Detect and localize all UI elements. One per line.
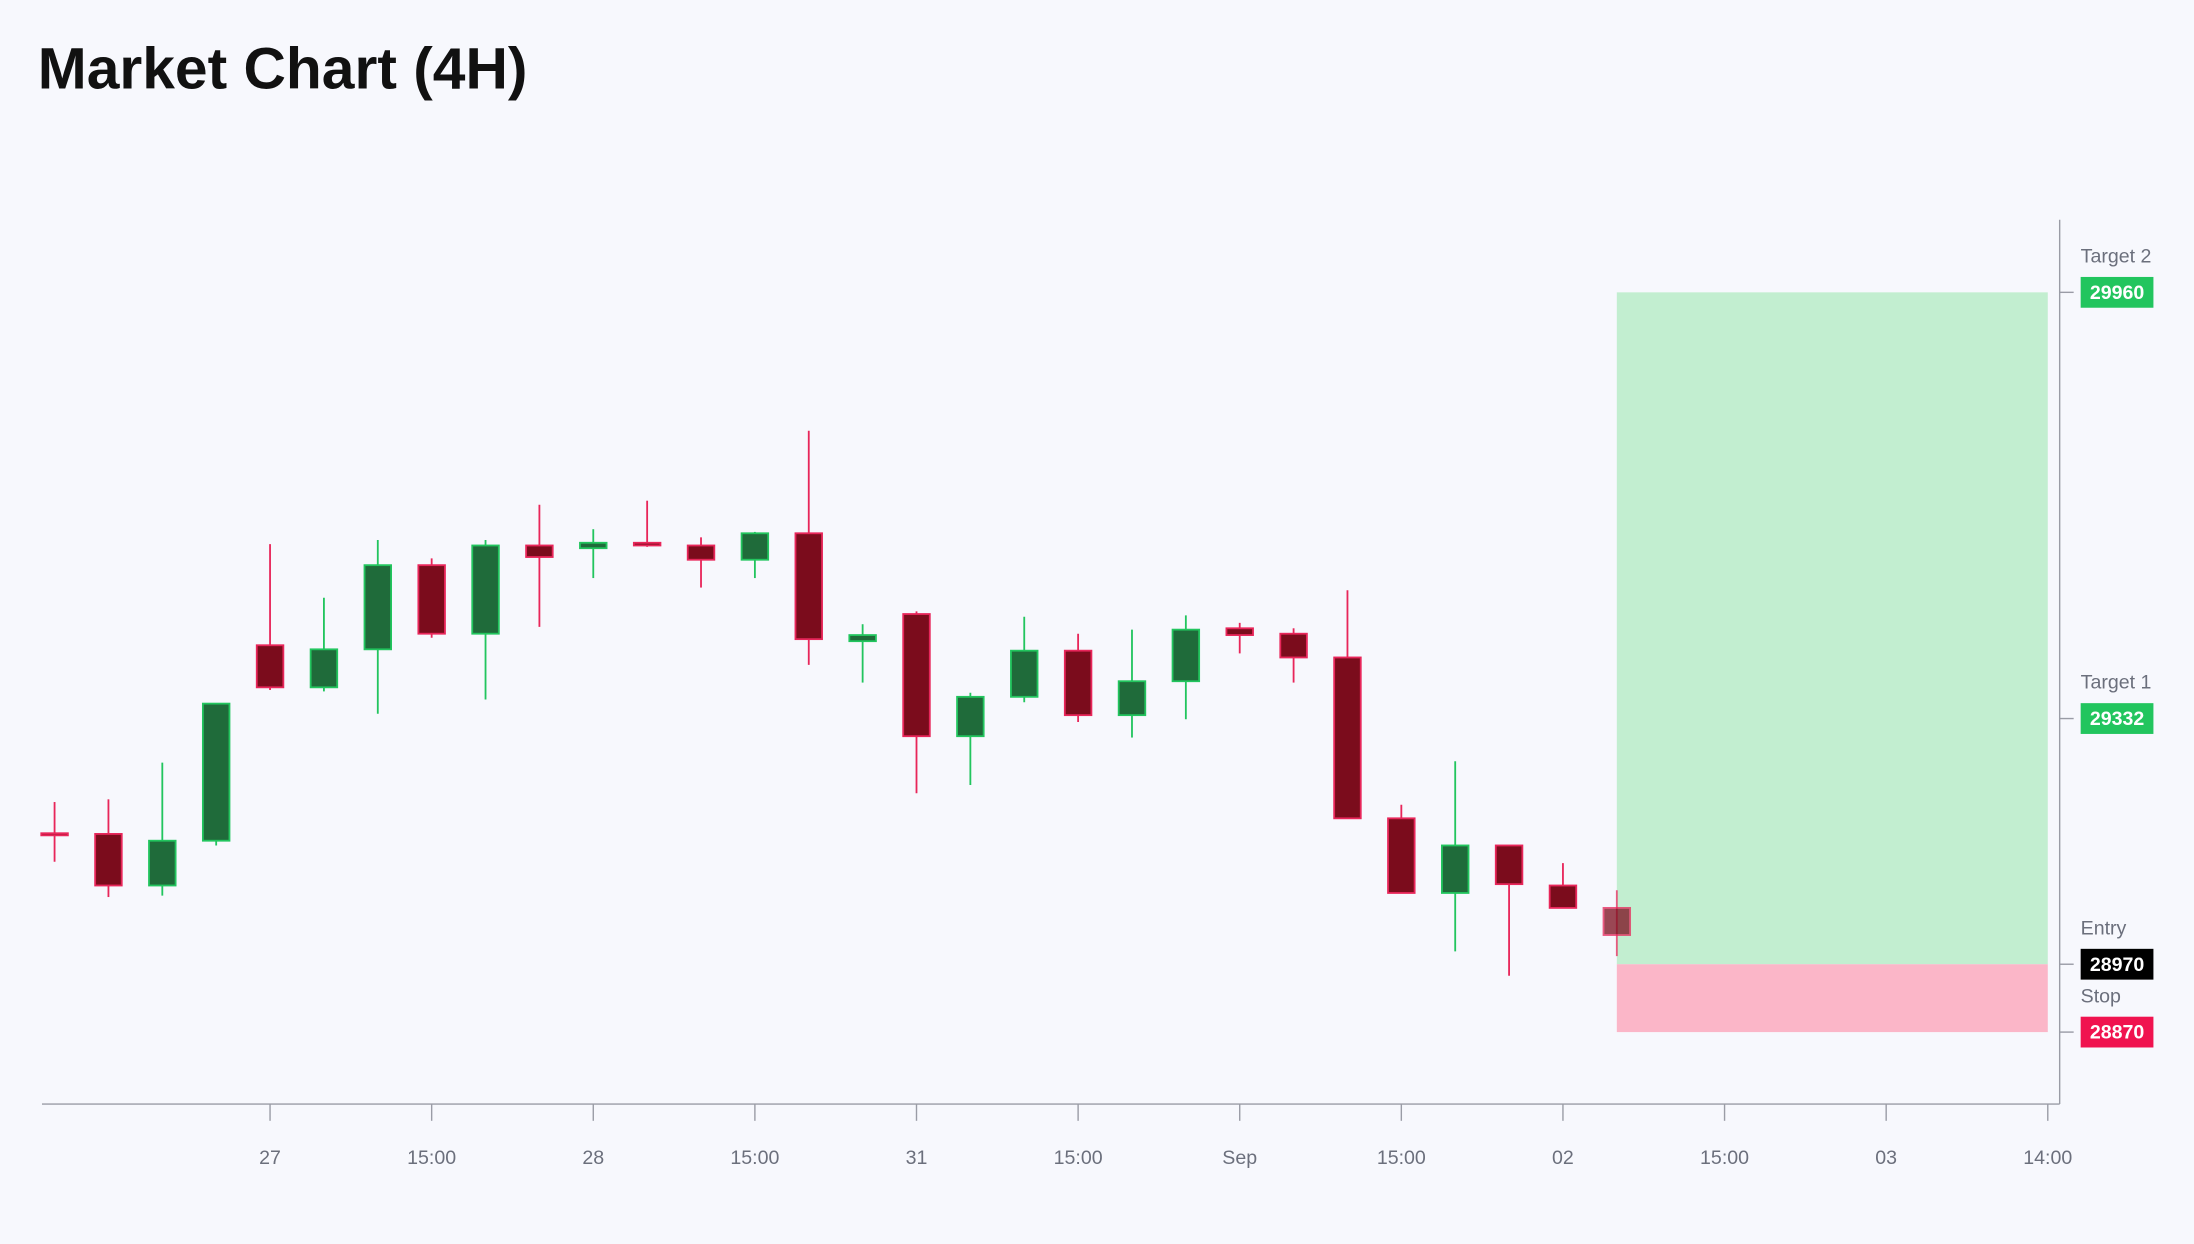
candle-body — [201, 702, 231, 842]
x-tick-label: 15:00 — [1377, 1147, 1426, 1169]
candle-body — [94, 833, 123, 887]
x-tick-label: 15:00 — [730, 1147, 779, 1169]
level-label: Stop — [2081, 985, 2121, 1007]
level-value: 28970 — [2090, 954, 2145, 976]
x-tick-label: 27 — [259, 1147, 281, 1169]
level-value: 29332 — [2090, 708, 2145, 730]
x-tick-label: 15:00 — [407, 1147, 456, 1169]
candle-body — [1333, 656, 1362, 820]
x-tick-label: 15:00 — [1054, 1147, 1103, 1169]
candle-body — [794, 532, 823, 641]
candle-body — [255, 644, 285, 689]
x-tick-label: 03 — [1875, 1147, 1897, 1169]
level-label: Target 2 — [2081, 246, 2152, 268]
candle-body — [848, 634, 877, 643]
level-label: Entry — [2081, 917, 2127, 939]
candle-body — [956, 695, 985, 738]
chart-title: Market Chart (4H) — [38, 36, 528, 101]
candle-body — [1117, 680, 1147, 717]
level-value: 29960 — [2090, 282, 2145, 304]
candle-body — [579, 541, 608, 550]
level-box — [2080, 276, 2154, 308]
profit-zone — [1616, 292, 2048, 965]
candle-body — [525, 544, 554, 558]
candle-body — [902, 613, 931, 738]
candle-body — [1494, 844, 1524, 886]
candle-body — [740, 532, 770, 561]
candle-body — [1387, 817, 1416, 894]
x-tick-label: 31 — [906, 1147, 928, 1169]
candle-body — [363, 564, 392, 651]
candle-body — [1063, 649, 1093, 717]
candle-body — [1602, 906, 1632, 936]
candle-body — [686, 544, 716, 561]
candle-body — [1010, 649, 1039, 698]
candle-body — [632, 541, 662, 547]
x-tick-label: 14:00 — [2023, 1147, 2072, 1169]
x-tick-label: 02 — [1552, 1147, 1574, 1169]
candle-body — [309, 648, 339, 689]
level-box — [2080, 948, 2154, 980]
candle-body — [1441, 844, 1470, 894]
level-value: 28870 — [2090, 1022, 2145, 1044]
level-box — [2080, 703, 2154, 734]
candle-body — [40, 832, 69, 837]
candle-body — [1225, 627, 1254, 636]
candle-body — [1279, 632, 1308, 659]
candle-body — [417, 564, 446, 635]
candle-body — [1171, 628, 1201, 683]
candle-body — [1548, 884, 1578, 909]
x-tick-label: Sep — [1222, 1147, 1257, 1169]
level-box — [2080, 1016, 2154, 1048]
x-tick-label: 15:00 — [1700, 1147, 1749, 1169]
loss-zone — [1616, 964, 2048, 1033]
level-label: Target 1 — [2081, 672, 2152, 694]
candle-body — [148, 839, 177, 887]
x-tick-label: 28 — [582, 1147, 604, 1169]
candle-body — [471, 544, 500, 635]
